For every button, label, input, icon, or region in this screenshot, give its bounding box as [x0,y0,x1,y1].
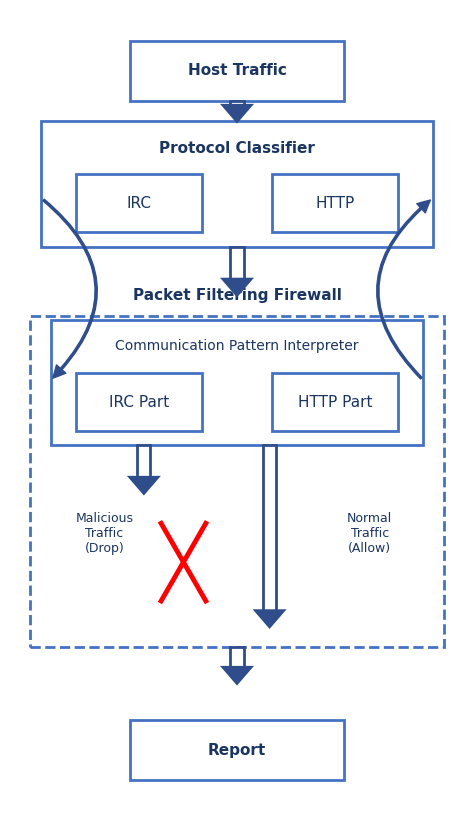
Polygon shape [255,610,283,627]
Polygon shape [223,105,251,122]
Text: Normal
Traffic
(Allow): Normal Traffic (Allow) [347,512,392,556]
FancyBboxPatch shape [41,122,433,247]
FancyArrowPatch shape [43,199,97,378]
Text: IRC Part: IRC Part [109,395,169,409]
FancyBboxPatch shape [76,373,202,431]
FancyBboxPatch shape [272,373,398,431]
Polygon shape [230,101,244,105]
Polygon shape [137,445,150,477]
FancyBboxPatch shape [130,41,344,101]
Text: Report: Report [208,743,266,757]
Polygon shape [223,279,251,295]
Polygon shape [223,667,251,684]
FancyBboxPatch shape [272,174,398,232]
Text: HTTP Part: HTTP Part [298,395,372,409]
Text: Host Traffic: Host Traffic [188,64,286,78]
Polygon shape [130,477,158,493]
FancyBboxPatch shape [130,720,344,780]
Polygon shape [263,445,276,610]
Text: IRC: IRC [127,195,152,211]
Text: Packet Filtering Firewall: Packet Filtering Firewall [133,288,341,303]
Polygon shape [230,647,244,667]
FancyArrowPatch shape [377,200,430,379]
Text: Communication Pattern Interpreter: Communication Pattern Interpreter [115,339,359,353]
Text: Malicious
Traffic
(Drop): Malicious Traffic (Drop) [75,512,133,556]
FancyBboxPatch shape [51,319,423,445]
FancyBboxPatch shape [76,174,202,232]
Polygon shape [230,247,244,279]
Text: Protocol Classifier: Protocol Classifier [159,141,315,155]
Text: HTTP: HTTP [315,195,355,211]
